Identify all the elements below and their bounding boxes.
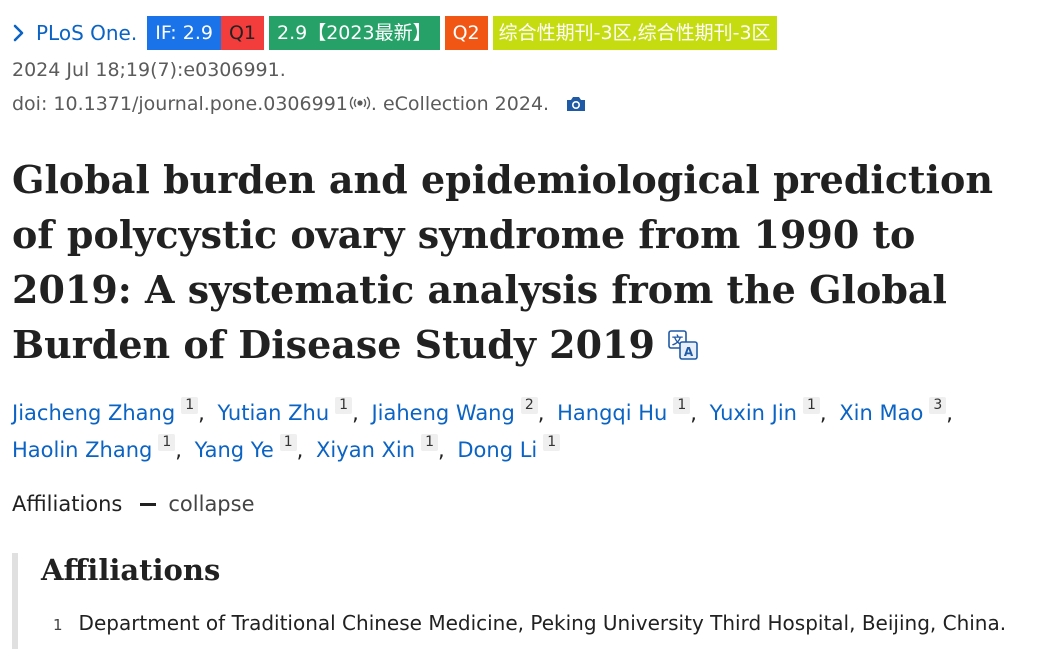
affiliation-ref-badge[interactable]: 1 bbox=[673, 397, 691, 414]
author-name-link[interactable]: Dong Li bbox=[457, 438, 538, 462]
affiliation-item: 1 Department of Traditional Chinese Medi… bbox=[53, 611, 1006, 635]
author-name-link[interactable]: Hangqi Hu bbox=[557, 401, 668, 425]
author-item: Jiaheng Wang 2, bbox=[371, 397, 550, 425]
affiliation-ref-badge[interactable]: 3 bbox=[929, 397, 947, 414]
author-separator: , bbox=[819, 401, 827, 425]
journal-row: PLoS One. IF: 2.9 Q1 2.9【2023最新】 Q2 综合性期… bbox=[12, 16, 777, 50]
author-name-link[interactable]: Yuxin Jin bbox=[709, 401, 797, 425]
affiliations-toggle-label[interactable]: Affiliations bbox=[12, 492, 123, 516]
affiliations-panel: Affiliations 1 Department of Traditional… bbox=[12, 553, 1052, 649]
cas-score-badge: 2.9【2023最新】 bbox=[269, 16, 440, 50]
doi-line: doi: 10.1371/journal.pone.0306991 . eCol… bbox=[12, 93, 587, 115]
collapse-button[interactable]: collapse bbox=[168, 492, 255, 516]
minus-icon[interactable] bbox=[140, 502, 157, 506]
author-name-link[interactable]: Yang Ye bbox=[194, 438, 274, 462]
affiliation-ref-badge[interactable]: 1 bbox=[335, 397, 353, 414]
article-title: Global burden and epidemiological predic… bbox=[12, 152, 1032, 372]
affiliations-heading: Affiliations bbox=[41, 553, 221, 587]
affiliation-ref-badge[interactable]: 1 bbox=[421, 434, 439, 451]
svg-text:A: A bbox=[684, 345, 694, 359]
affiliation-text: Department of Traditional Chinese Medici… bbox=[78, 611, 1007, 635]
author-name-link[interactable]: Haolin Zhang bbox=[12, 438, 153, 462]
author-item: Yang Ye 1, bbox=[194, 434, 310, 462]
affiliation-number: 1 bbox=[53, 616, 63, 634]
author-separator: , bbox=[352, 401, 359, 425]
chevron-right-icon bbox=[12, 23, 26, 43]
camera-icon[interactable] bbox=[565, 95, 587, 113]
affiliations-toggle[interactable]: Affiliations collapse bbox=[12, 492, 255, 516]
article-title-text: Global burden and epidemiological predic… bbox=[12, 157, 993, 367]
author-item: Jiacheng Zhang 1, bbox=[12, 397, 211, 425]
author-separator: , bbox=[438, 438, 445, 462]
author-name-link[interactable]: Jiacheng Zhang bbox=[12, 401, 176, 425]
journal-link[interactable]: PLoS One. bbox=[12, 21, 137, 45]
affiliation-ref-badge[interactable]: 1 bbox=[802, 397, 820, 414]
ecollection-text: . eCollection 2024. bbox=[370, 93, 550, 115]
jcr-quartile-badge: Q1 bbox=[220, 16, 264, 50]
cas-zone-badge: 综合性期刊-3区,综合性期刊-3区 bbox=[492, 16, 777, 50]
author-separator: , bbox=[690, 401, 697, 425]
author-list: Jiacheng Zhang 1, Yutian Zhu 1, Jiaheng Wa… bbox=[12, 395, 1042, 469]
author-separator: , bbox=[946, 401, 953, 425]
author-separator: , bbox=[296, 438, 304, 462]
author-item: Hangqi Hu 1, bbox=[557, 397, 703, 425]
impact-factor-badge: IF: 2.9 bbox=[147, 16, 221, 50]
author-separator: , bbox=[537, 401, 545, 425]
author-separator: , bbox=[198, 401, 205, 425]
author-name-link[interactable]: Xin Mao bbox=[839, 401, 924, 425]
doi-link[interactable]: doi: 10.1371/journal.pone.0306991 bbox=[12, 93, 348, 115]
author-name-link[interactable]: Yutian Zhu bbox=[217, 401, 330, 425]
cas-quartile-badge: Q2 bbox=[444, 16, 488, 50]
author-item: Xin Mao 3, bbox=[839, 397, 959, 425]
author-item: Yutian Zhu 1, bbox=[217, 397, 365, 425]
affiliation-ref-badge[interactable]: 2 bbox=[520, 397, 538, 414]
author-item: Xiyan Xin 1, bbox=[316, 434, 451, 462]
affiliation-ref-badge[interactable]: 1 bbox=[543, 434, 561, 451]
journal-name[interactable]: PLoS One. bbox=[36, 21, 138, 45]
broadcast-signal-icon[interactable] bbox=[349, 93, 371, 110]
author-separator: , bbox=[175, 438, 182, 462]
author-name-link[interactable]: Xiyan Xin bbox=[316, 438, 416, 462]
affiliation-ref-badge[interactable]: 1 bbox=[181, 397, 199, 414]
affiliation-ref-badge[interactable]: 1 bbox=[158, 434, 176, 451]
author-item: Yuxin Jin 1, bbox=[709, 397, 833, 425]
translate-icon[interactable]: 文 A bbox=[667, 320, 699, 360]
author-item: Dong Li 1 bbox=[457, 434, 561, 462]
affiliation-ref-badge[interactable]: 1 bbox=[279, 434, 297, 451]
publication-date: 2024 Jul 18;19(7):e0306991. bbox=[12, 59, 286, 81]
author-item: Haolin Zhang 1, bbox=[12, 434, 188, 462]
author-name-link[interactable]: Jiaheng Wang bbox=[371, 401, 515, 425]
